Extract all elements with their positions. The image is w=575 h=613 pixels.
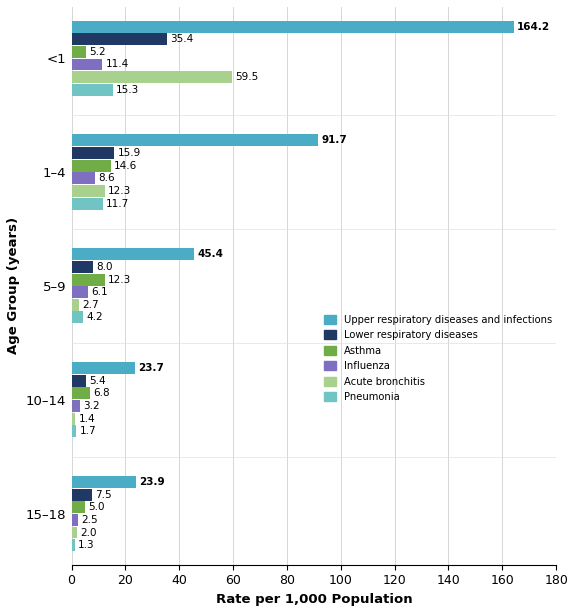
Bar <box>71 362 135 374</box>
Text: 14.6: 14.6 <box>114 161 137 170</box>
Bar <box>71 71 232 83</box>
Bar <box>71 489 92 501</box>
Text: 11.7: 11.7 <box>106 199 129 208</box>
Text: 7.5: 7.5 <box>95 490 112 500</box>
Text: 6.8: 6.8 <box>93 389 110 398</box>
Text: 1.7: 1.7 <box>79 426 96 436</box>
Bar <box>71 33 167 45</box>
Text: 2.7: 2.7 <box>82 300 99 310</box>
Text: 12.3: 12.3 <box>108 275 131 284</box>
Text: 11.4: 11.4 <box>105 59 129 69</box>
Bar <box>71 58 102 70</box>
Legend: Upper respiratory diseases and infections, Lower respiratory diseases, Asthma, I: Upper respiratory diseases and infection… <box>320 311 556 406</box>
Bar <box>71 299 79 311</box>
Bar <box>71 273 105 286</box>
Bar <box>71 147 114 159</box>
Bar <box>71 185 105 197</box>
Bar <box>71 527 77 538</box>
Text: 23.9: 23.9 <box>139 477 165 487</box>
X-axis label: Rate per 1,000 Population: Rate per 1,000 Population <box>216 593 412 606</box>
Text: 15.3: 15.3 <box>116 85 139 95</box>
Bar <box>71 197 103 210</box>
Text: 8.0: 8.0 <box>97 262 113 272</box>
Text: 2.0: 2.0 <box>80 528 97 538</box>
Text: 6.1: 6.1 <box>91 287 108 297</box>
Bar <box>71 501 85 513</box>
Text: 1.3: 1.3 <box>78 540 95 550</box>
Text: 59.5: 59.5 <box>235 72 258 82</box>
Text: 35.4: 35.4 <box>170 34 193 44</box>
Text: 5.0: 5.0 <box>88 502 105 512</box>
Y-axis label: Age Group (years): Age Group (years) <box>7 217 20 354</box>
Text: 23.7: 23.7 <box>139 363 164 373</box>
Text: 1.4: 1.4 <box>79 414 95 424</box>
Text: 15.9: 15.9 <box>118 148 141 158</box>
Bar <box>71 160 111 172</box>
Bar <box>71 514 78 526</box>
Bar <box>71 46 86 58</box>
Bar <box>71 425 76 437</box>
Bar <box>71 248 194 261</box>
Bar <box>71 476 136 488</box>
Text: 91.7: 91.7 <box>321 135 347 145</box>
Bar <box>71 375 86 387</box>
Text: 12.3: 12.3 <box>108 186 131 196</box>
Bar <box>71 134 319 147</box>
Text: 5.4: 5.4 <box>89 376 106 386</box>
Text: 164.2: 164.2 <box>517 21 550 32</box>
Bar <box>71 413 75 425</box>
Bar <box>71 539 75 551</box>
Bar <box>71 311 83 324</box>
Text: 4.2: 4.2 <box>86 313 103 322</box>
Text: 3.2: 3.2 <box>83 401 100 411</box>
Text: 5.2: 5.2 <box>89 47 105 57</box>
Bar <box>71 21 513 32</box>
Bar <box>71 387 90 399</box>
Text: 8.6: 8.6 <box>98 173 114 183</box>
Text: 45.4: 45.4 <box>197 249 223 259</box>
Bar <box>71 286 88 298</box>
Bar <box>71 261 93 273</box>
Bar <box>71 84 113 96</box>
Bar <box>71 400 80 412</box>
Text: 2.5: 2.5 <box>82 515 98 525</box>
Bar <box>71 172 95 185</box>
